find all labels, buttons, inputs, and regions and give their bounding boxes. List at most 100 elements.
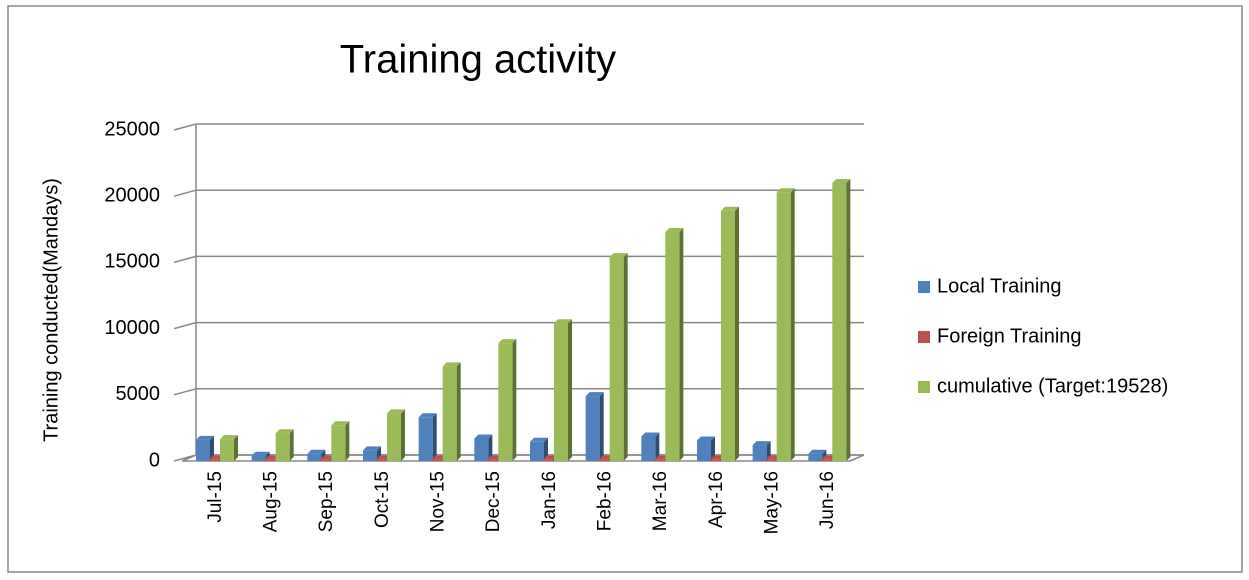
bar	[320, 459, 331, 461]
bar-top	[554, 319, 572, 324]
legend-swatch	[918, 381, 930, 393]
bar	[264, 459, 275, 461]
bar-top	[721, 206, 739, 211]
bar-top	[530, 437, 548, 442]
bar-side	[544, 437, 548, 461]
bar-side	[210, 435, 214, 461]
bar	[721, 210, 735, 461]
bar-top	[251, 451, 270, 456]
tick-mark	[173, 454, 197, 462]
bar-top	[832, 178, 851, 183]
bar-top	[697, 436, 715, 441]
bar	[275, 433, 290, 461]
bar-side	[599, 392, 604, 461]
y-tick-label: 0	[149, 449, 160, 471]
bar-side	[711, 436, 715, 461]
bar-top	[598, 455, 613, 460]
bar-side	[568, 319, 572, 461]
bar-top	[543, 455, 557, 460]
bar-side	[456, 362, 461, 461]
legend-label: Local Training	[937, 275, 1062, 297]
bar-side	[401, 409, 405, 461]
bar-top	[710, 455, 724, 460]
bar-top	[431, 455, 446, 460]
bar-top	[474, 434, 493, 439]
bar-top	[487, 455, 502, 460]
bar	[196, 439, 210, 461]
bar-side	[623, 253, 628, 461]
bar	[331, 425, 346, 461]
bar-top	[498, 339, 517, 344]
bar-top	[752, 441, 771, 446]
bar	[209, 459, 219, 461]
bar	[363, 450, 377, 461]
bar-top	[808, 449, 827, 454]
bar-top	[209, 455, 223, 460]
bar-top	[442, 362, 461, 367]
bar	[808, 453, 823, 461]
y-tick-label: 20000	[104, 184, 160, 206]
bar-top	[765, 455, 780, 460]
tick-mark	[173, 255, 197, 264]
bar	[752, 445, 767, 461]
bar	[821, 459, 832, 461]
bar-top	[320, 455, 335, 460]
bar	[654, 459, 665, 461]
bar	[710, 459, 720, 461]
x-tick-label: Sep-15	[316, 471, 337, 532]
x-tick-label: Apr-16	[706, 471, 727, 528]
bar-top	[665, 227, 684, 232]
bar	[598, 459, 609, 461]
tick-mark	[173, 123, 197, 131]
x-tick-label: Jan-16	[539, 471, 560, 529]
bar-top	[821, 455, 836, 460]
legend-swatch	[918, 331, 930, 343]
bar-side	[655, 432, 660, 461]
x-tick-label: Dec-15	[483, 471, 504, 532]
bar	[554, 323, 568, 461]
bar	[376, 459, 386, 461]
bar-side	[679, 227, 684, 461]
bar-top	[264, 455, 279, 460]
bar-top	[654, 455, 669, 460]
y-tick-label: 25000	[104, 118, 160, 140]
bar	[474, 438, 489, 461]
bar-side	[846, 178, 851, 461]
x-tick-label: Feb-16	[595, 471, 616, 531]
bar	[442, 366, 457, 461]
x-tick-label: Jun-16	[817, 471, 838, 529]
bar-side	[234, 435, 238, 461]
bar-top	[387, 409, 405, 414]
bar-side	[512, 339, 517, 461]
bar-top	[376, 455, 390, 460]
bar-top	[363, 446, 381, 451]
bar-top	[331, 421, 350, 426]
legend-label: cumulative (Target:19528)	[937, 375, 1168, 397]
bar	[307, 453, 322, 461]
bar	[665, 231, 680, 461]
tick-mark	[173, 189, 197, 197]
bar	[418, 417, 433, 461]
bar-side	[488, 434, 493, 461]
bar-top	[609, 253, 628, 258]
bar	[251, 455, 266, 461]
x-tick-label: Nov-15	[428, 471, 449, 532]
y-tick-label: 10000	[104, 317, 160, 339]
bar-side	[735, 206, 739, 461]
bar	[387, 413, 401, 461]
x-tick-label: Aug-15	[261, 471, 282, 532]
bar-top	[196, 435, 214, 440]
bar-top	[776, 188, 795, 193]
bar	[765, 459, 776, 461]
bar-top	[220, 435, 238, 440]
bar-side	[289, 429, 294, 461]
legend-swatch	[918, 281, 930, 293]
bar	[832, 182, 847, 461]
bar-top	[307, 449, 326, 454]
x-tick-label: Mar-16	[650, 471, 671, 531]
tick-mark	[173, 388, 197, 396]
bar	[609, 257, 624, 461]
bar	[530, 441, 544, 461]
bar	[585, 396, 600, 461]
bar	[498, 343, 513, 461]
